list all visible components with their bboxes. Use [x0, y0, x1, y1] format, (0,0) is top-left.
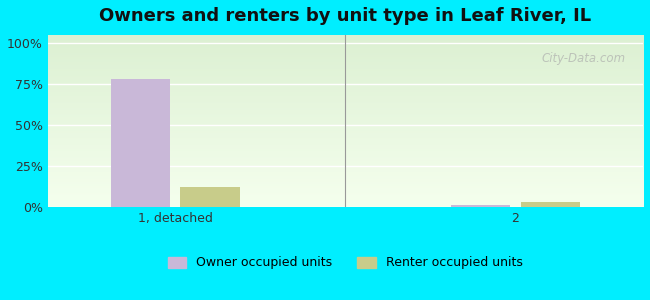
Bar — [521, 202, 580, 207]
Legend: Owner occupied units, Renter occupied units: Owner occupied units, Renter occupied un… — [168, 256, 523, 269]
Bar — [451, 205, 510, 207]
Bar — [111, 79, 170, 207]
Text: City-Data.com: City-Data.com — [541, 52, 625, 65]
Title: Owners and renters by unit type in Leaf River, IL: Owners and renters by unit type in Leaf … — [99, 7, 592, 25]
Bar — [180, 187, 240, 207]
